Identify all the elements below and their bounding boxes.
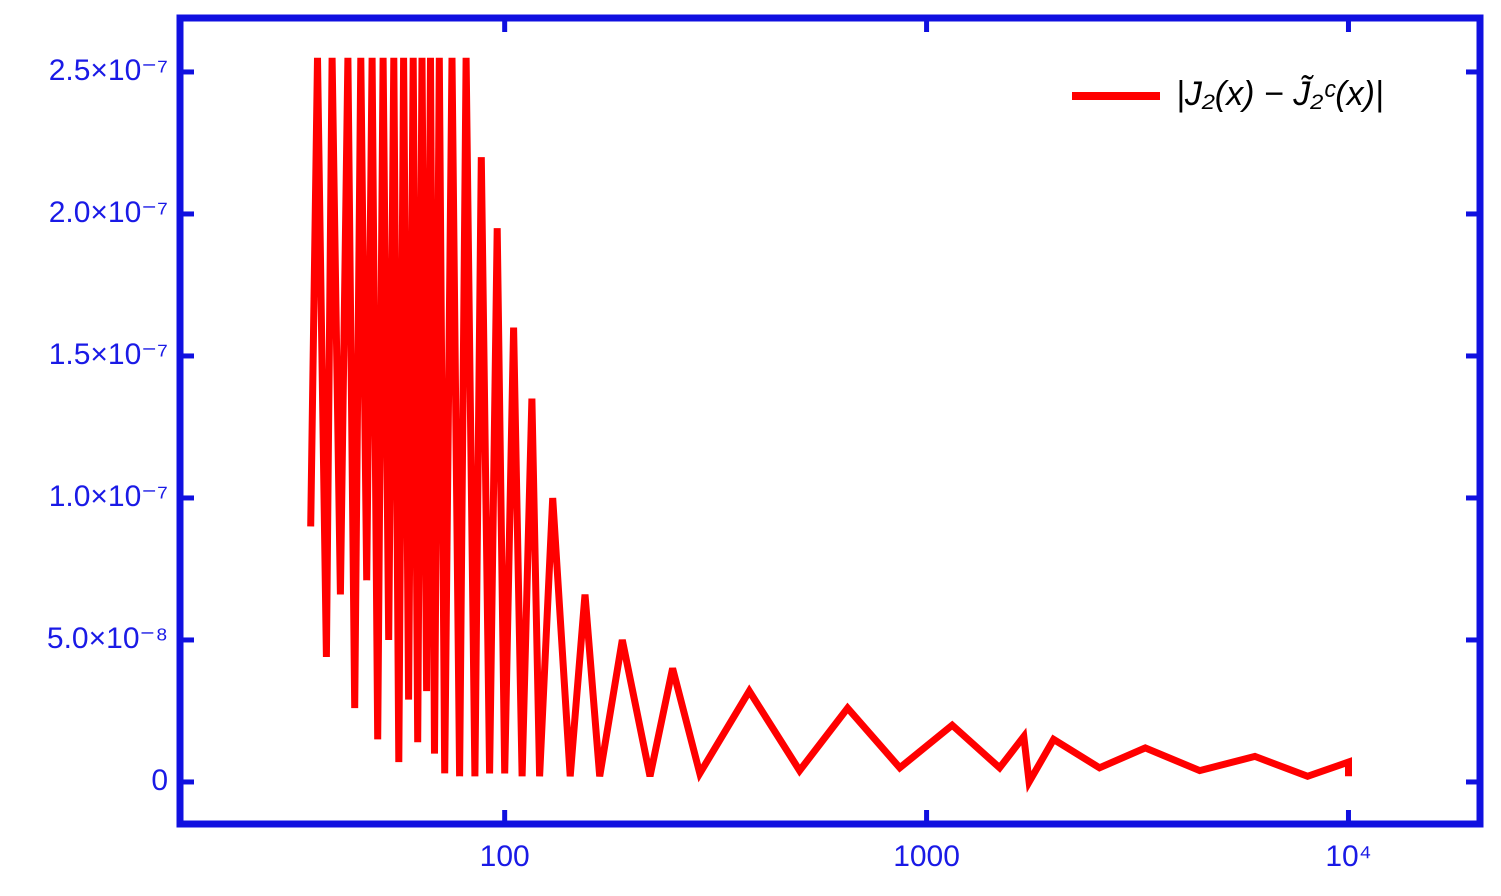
- frame: [176, 14, 1484, 828]
- plot-area: [307, 57, 1352, 793]
- y-tick-label: 0: [151, 764, 168, 797]
- y-tick-label: 5.0×10⁻⁸: [47, 622, 168, 655]
- legend-label: |J₂(x) − J̃₂ᶜ(x)|: [1176, 75, 1384, 113]
- series-line: [307, 57, 1352, 793]
- y-tick-label: 2.0×10⁻⁷: [49, 196, 168, 229]
- y-tick-label: 1.5×10⁻⁷: [49, 338, 168, 371]
- x-tick-label: 1000: [893, 840, 960, 873]
- y-tick-label: 1.0×10⁻⁷: [49, 480, 168, 513]
- x-tick-label: 100: [480, 840, 530, 873]
- x-tick-label: 10⁴: [1325, 840, 1371, 873]
- y-tick-label: 2.5×10⁻⁷: [49, 54, 168, 87]
